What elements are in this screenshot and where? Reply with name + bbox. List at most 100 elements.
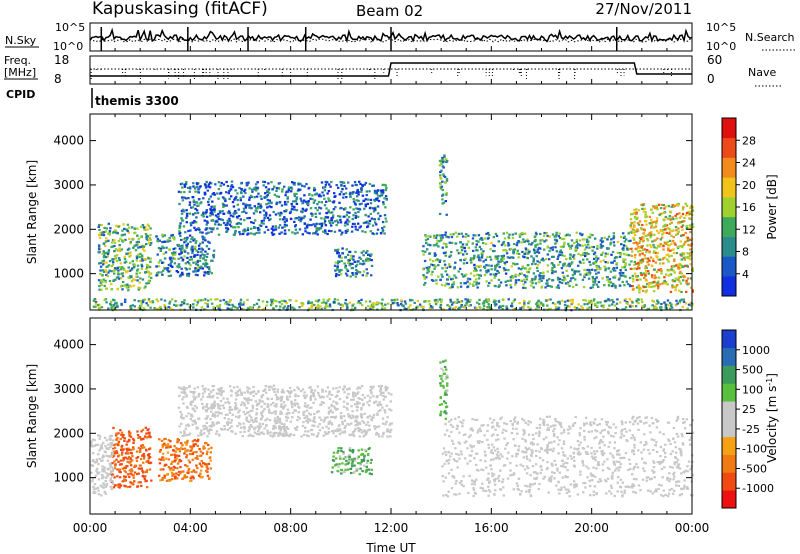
power-cell: [116, 288, 119, 291]
velocity-cell: [176, 477, 179, 480]
power-cell: [357, 300, 361, 303]
power-cell: [230, 306, 233, 310]
velocity-cell: [259, 418, 263, 421]
power-cell: [678, 272, 682, 275]
power-cell: [102, 278, 105, 281]
power-cell: [343, 262, 346, 265]
velocity-cell: [322, 396, 325, 399]
power-cell: [536, 306, 539, 309]
power-cell: [575, 306, 579, 310]
power-cell: [368, 257, 372, 260]
power-cell: [173, 238, 176, 241]
power-cell: [567, 245, 571, 248]
power-cell: [667, 247, 670, 250]
power-cell: [526, 257, 529, 260]
velocity-cell: [389, 400, 392, 403]
power-cell: [665, 224, 669, 227]
power-cell: [216, 305, 219, 308]
power-cell: [182, 300, 185, 304]
power-cell: [520, 231, 524, 235]
velocity-cell: [186, 439, 189, 442]
power-cell: [115, 224, 118, 227]
power-cell: [236, 307, 239, 310]
power-cell: [658, 213, 661, 216]
power-cell: [341, 231, 344, 234]
power-cell: [183, 255, 186, 258]
power-cell: [365, 268, 368, 271]
power-cell: [339, 221, 343, 224]
power-cell: [439, 182, 442, 185]
power-cell: [679, 266, 682, 269]
power-cell: [379, 214, 382, 218]
power-cell: [644, 274, 647, 277]
velocity-cell: [161, 444, 165, 447]
velocity-cell: [193, 439, 196, 442]
power-cell: [232, 226, 235, 229]
velocity-cell: [193, 390, 196, 394]
velocity-cell: [230, 425, 233, 428]
power-cell: [507, 298, 510, 301]
power-cell: [301, 202, 304, 205]
power-cell: [338, 193, 341, 196]
power-cell: [424, 234, 427, 237]
power-cell: [171, 252, 175, 255]
power-cell: [528, 268, 531, 271]
power-cell: [629, 267, 633, 270]
power-cell: [101, 274, 104, 277]
power-cell: [441, 234, 444, 237]
power-cell: [252, 212, 256, 215]
power-cell: [532, 259, 536, 262]
power-cell: [559, 245, 563, 248]
power-cell: [574, 249, 577, 252]
power-cell: [351, 304, 354, 307]
power-cell: [638, 239, 642, 243]
power-cell: [323, 222, 326, 225]
velocity-cell: [320, 401, 324, 404]
velocity-cell: [215, 430, 219, 433]
power-cell: [635, 286, 639, 289]
power-cell: [684, 240, 687, 243]
velocity-cell: [185, 475, 189, 479]
velocity-cell: [132, 446, 135, 449]
power-cell: [185, 197, 188, 200]
power-cell: [275, 305, 278, 308]
power-cell: [645, 223, 648, 226]
velocity-cell: [113, 443, 117, 446]
power-cell: [577, 264, 580, 267]
power-cell: [587, 240, 590, 243]
power-cell: [619, 253, 623, 256]
velocity-cell: [119, 459, 123, 462]
power-cell: [237, 222, 241, 225]
power-cell: [162, 269, 165, 272]
velocity-cell: [149, 436, 152, 439]
velocity-cell: [273, 410, 276, 413]
velocity-cell: [296, 425, 299, 428]
velocity-cell: [285, 413, 288, 416]
power-cell: [439, 187, 443, 190]
power-cell: [614, 286, 617, 289]
power-cell: [483, 274, 487, 277]
power-cell: [372, 210, 376, 213]
velocity-cell: [275, 403, 278, 406]
velocity-cell: [181, 477, 184, 480]
power-cell: [340, 233, 343, 236]
power-cell: [569, 247, 572, 250]
velocity-cell: [189, 479, 192, 483]
power-cell: [346, 211, 349, 214]
power-cell: [238, 231, 241, 234]
power-cell: [243, 228, 246, 231]
power-cell: [685, 224, 688, 228]
power-cell: [587, 235, 590, 239]
power-cell: [672, 251, 676, 255]
power-cell: [510, 302, 514, 305]
power-cell: [180, 182, 184, 185]
power-cell: [219, 299, 222, 302]
velocity-cell: [297, 394, 300, 398]
power-cell: [193, 187, 197, 190]
power-cell: [568, 305, 571, 308]
power-cell: [383, 307, 386, 310]
velocity-cell: [135, 459, 139, 463]
power-cell: [659, 306, 662, 309]
